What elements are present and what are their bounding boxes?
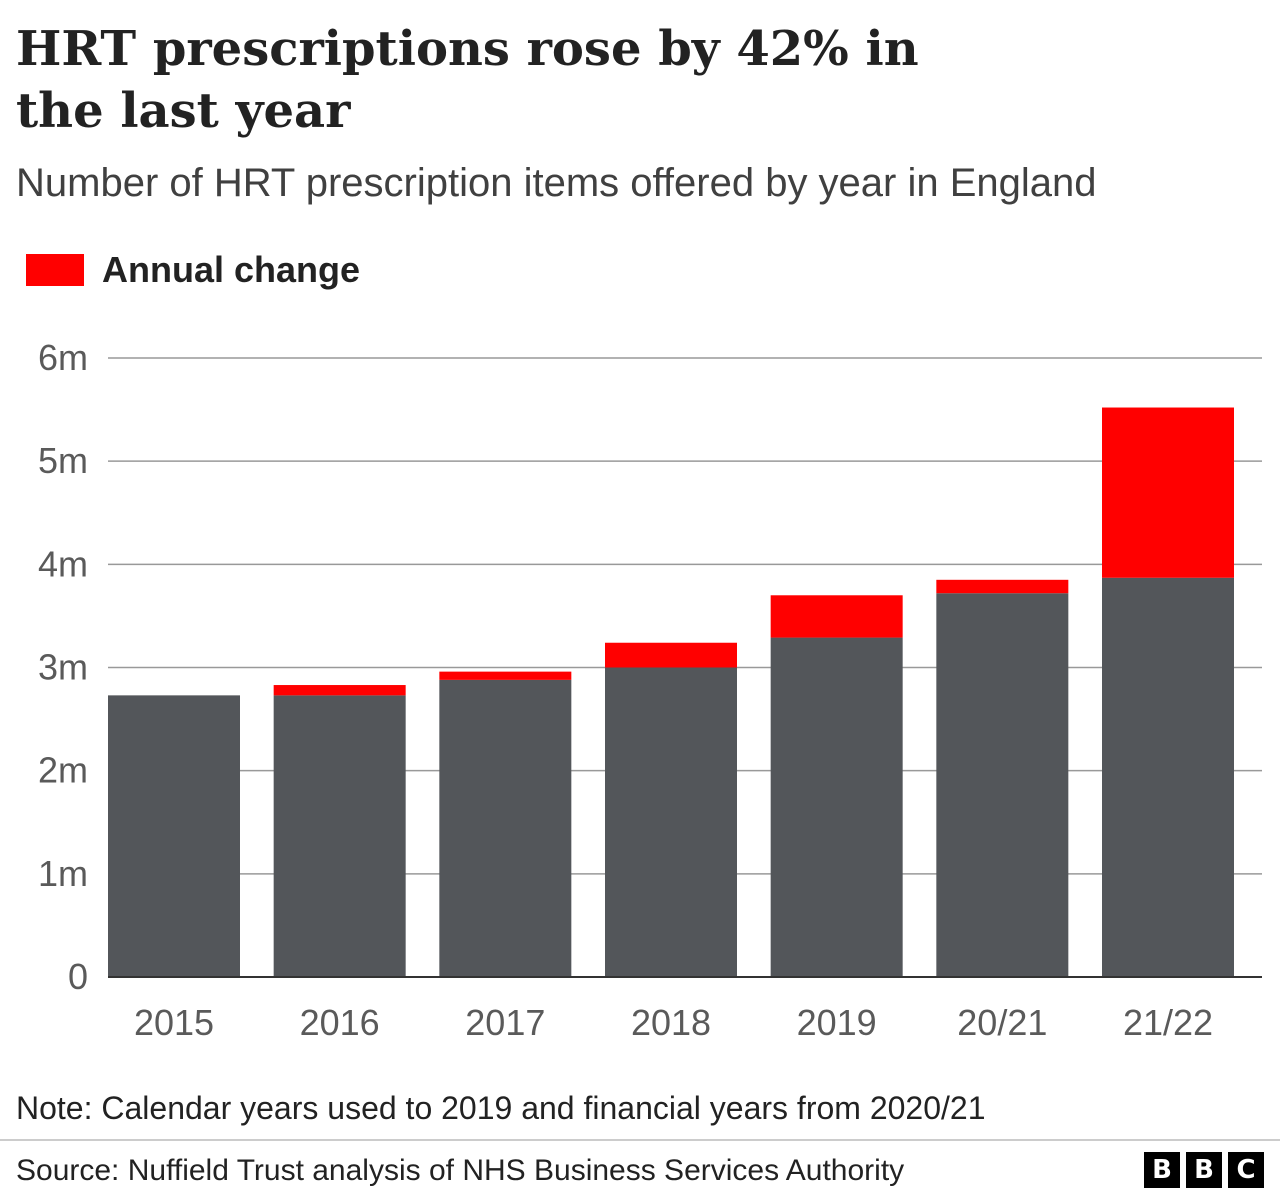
legend: Annual change bbox=[26, 248, 360, 292]
bar-base bbox=[108, 695, 240, 977]
x-axis-tick-labels: 2015 2016 2017 2018 2019 20/21 21/22 bbox=[134, 1002, 1213, 1043]
bar-base bbox=[1102, 577, 1234, 977]
bbc-logo-letter: C bbox=[1228, 1152, 1264, 1188]
bar-base bbox=[770, 637, 903, 977]
legend-label-annual-change: Annual change bbox=[102, 249, 361, 290]
bar-annual-change bbox=[439, 671, 572, 680]
legend-swatch-annual-change bbox=[26, 254, 84, 286]
x-tick-label: 2019 bbox=[797, 1002, 877, 1043]
bar-base bbox=[605, 667, 737, 977]
bar-base bbox=[273, 695, 406, 977]
x-tick-label: 2015 bbox=[134, 1002, 214, 1043]
bbc-logo: B B C bbox=[1144, 1152, 1264, 1188]
bar-annual-change bbox=[936, 579, 1069, 594]
y-tick-label: 0 bbox=[68, 956, 88, 997]
x-tick-label: 2018 bbox=[631, 1002, 711, 1043]
bars bbox=[108, 407, 1234, 977]
x-tick-label: 20/21 bbox=[957, 1002, 1047, 1043]
x-tick-label: 2017 bbox=[465, 1002, 545, 1043]
bar-annual-change bbox=[770, 595, 903, 638]
y-tick-label: 4m bbox=[38, 543, 88, 584]
footer-divider bbox=[0, 1139, 1280, 1141]
bbc-logo-letter: B bbox=[1144, 1152, 1180, 1188]
y-axis-tick-labels: 0 1m 2m 3m 4m 5m 6m bbox=[38, 337, 88, 997]
bar-base bbox=[439, 679, 572, 977]
y-tick-label: 1m bbox=[38, 853, 88, 894]
y-tick-label: 2m bbox=[38, 750, 88, 791]
bbc-logo-letter: B bbox=[1186, 1152, 1222, 1188]
y-tick-label: 6m bbox=[38, 337, 88, 378]
x-tick-label: 21/22 bbox=[1123, 1002, 1213, 1043]
chart-subtitle: Number of HRT prescription items offered… bbox=[16, 161, 1097, 205]
y-tick-label: 5m bbox=[38, 440, 88, 481]
bar-annual-change bbox=[605, 642, 737, 668]
y-tick-label: 3m bbox=[38, 647, 88, 688]
x-tick-label: 2016 bbox=[300, 1002, 380, 1043]
bar-annual-change bbox=[1102, 407, 1234, 578]
chart-title: HRT prescriptions rose by 42% in the las… bbox=[16, 21, 919, 139]
chart-note: Note: Calendar years used to 2019 and fi… bbox=[16, 1090, 986, 1126]
bar-annual-change bbox=[273, 685, 406, 696]
bar-base bbox=[936, 593, 1069, 977]
chart-source: Source: Nuffield Trust analysis of NHS B… bbox=[16, 1154, 905, 1187]
